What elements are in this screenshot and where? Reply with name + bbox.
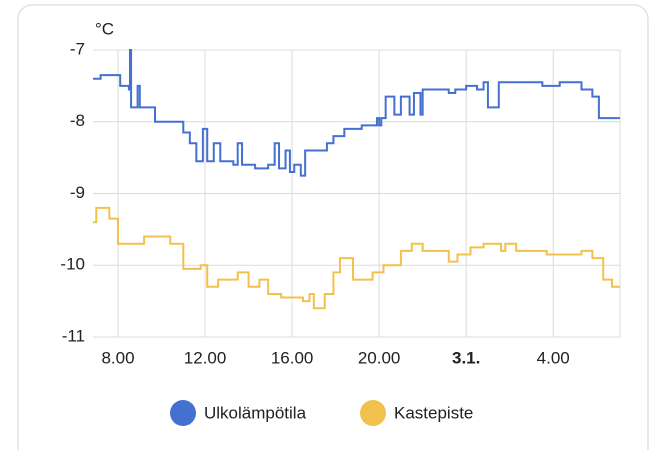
y-tick-label: -11 [62,326,85,345]
card [17,4,649,450]
legend-marker [360,400,386,426]
x-tick-label: 20.00 [358,348,401,367]
x-tick-label: 12.00 [184,348,227,367]
x-tick-label: 4.00 [537,348,570,367]
series-line [93,49,620,177]
legend-marker [170,400,196,426]
x-tick-label: 16.00 [271,348,314,367]
y-tick-label: -10 [60,255,85,274]
series-line [93,206,620,310]
x-tick-label: 8.00 [101,348,134,367]
y-tick-label: -8 [70,111,85,130]
legend-label: Ulkolämpötila [204,403,307,422]
legend-label: Kastepiste [394,403,473,422]
y-tick-label: -7 [70,39,85,58]
x-tick-label: 3.1. [452,348,480,367]
y-unit: °C [95,19,114,38]
y-tick-label: -9 [70,183,85,202]
